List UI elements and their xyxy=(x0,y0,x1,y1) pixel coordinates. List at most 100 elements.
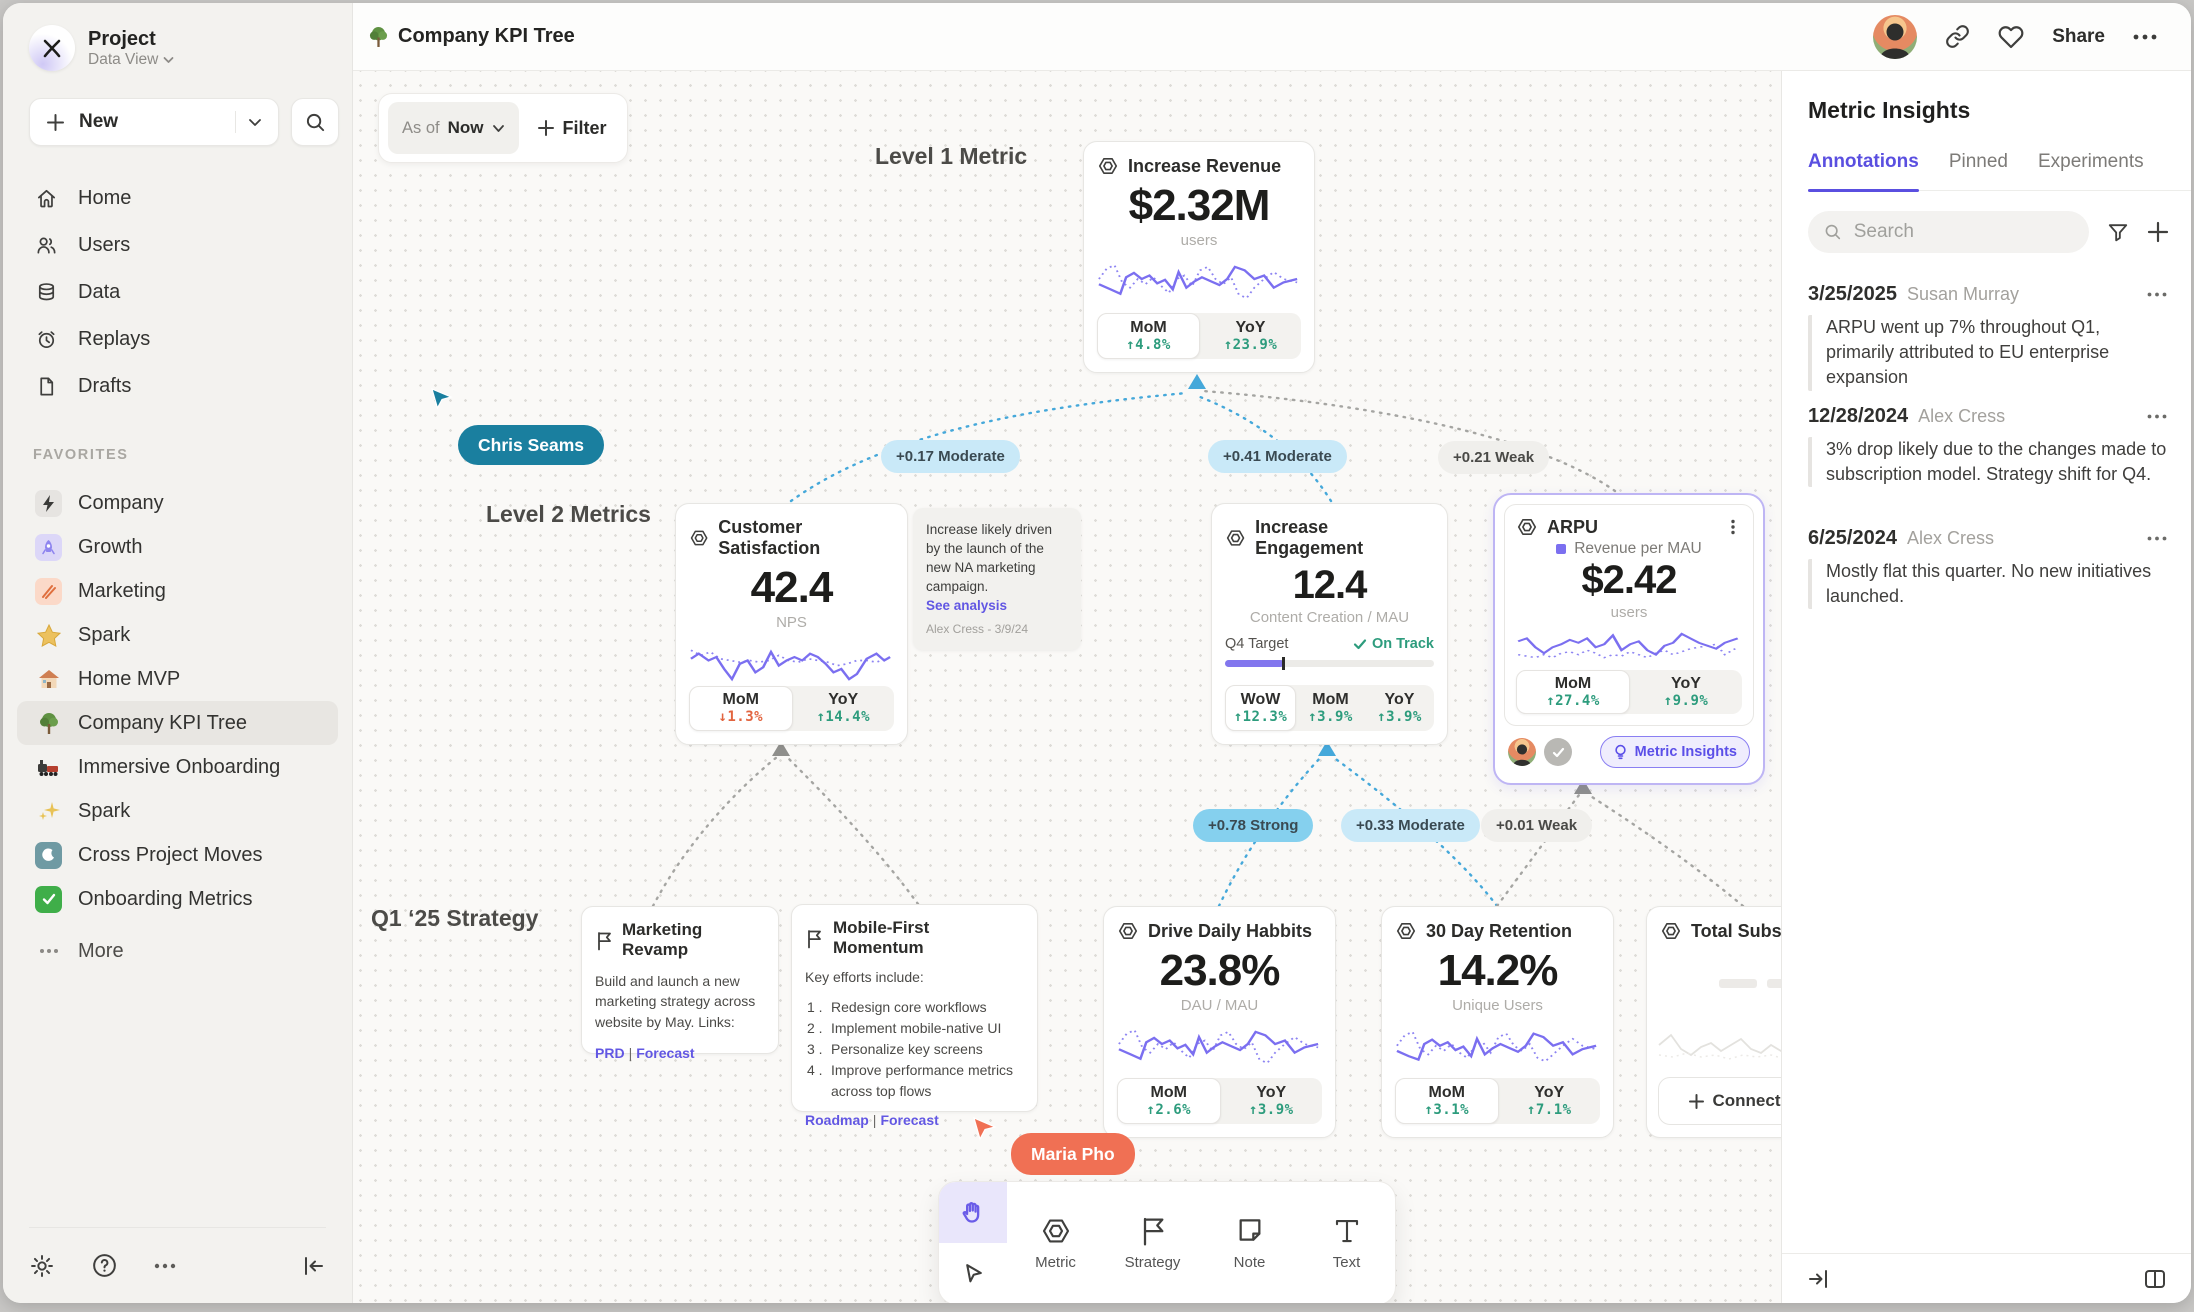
add-filter-button[interactable]: Filter xyxy=(537,118,607,139)
project-switcher[interactable]: Project Data View xyxy=(29,25,174,71)
annotation-item[interactable]: 3/25/2025 Susan Murray ARPU went up 7% t… xyxy=(1808,283,2167,391)
help-icon[interactable] xyxy=(91,1252,118,1279)
edge-label-engagement[interactable]: +0.41 Moderate xyxy=(1208,440,1347,473)
kpi-tree-canvas[interactable]: As of Now Filter Level 1 Metric Level 2 … xyxy=(353,3,1781,1303)
card-value: 14.2% xyxy=(1437,946,1559,995)
user-avatar[interactable] xyxy=(1873,14,1918,59)
sidebar-item-home[interactable]: Home xyxy=(17,175,338,222)
add-annotation-icon[interactable] xyxy=(2147,221,2169,243)
strategy-card-mobile-first[interactable]: Mobile-First Momentum Key efforts includ… xyxy=(791,904,1038,1128)
favorite-company[interactable]: Company xyxy=(17,481,338,525)
favorite-growth[interactable]: Growth xyxy=(17,525,338,569)
stat-yoy[interactable]: YoY ↑14.4% xyxy=(816,691,871,726)
annotation-item[interactable]: 6/25/2024 Alex Cress Mostly flat this qu… xyxy=(1808,527,2167,610)
stat-mom[interactable]: MoM ↑3.9% xyxy=(1308,691,1353,725)
metric-card-retention[interactable]: 30 Day Retention 14.2% Unique Users MoM … xyxy=(1381,906,1614,1138)
sidebar-item-data[interactable]: Data xyxy=(17,269,338,316)
edge-label-retention[interactable]: +0.33 Moderate xyxy=(1341,809,1480,842)
stat-yoy[interactable]: YoY ↑9.9% xyxy=(1663,674,1709,709)
kebab-menu-icon[interactable] xyxy=(1724,518,1742,536)
favorite-immersive-onboarding[interactable]: Immersive Onboarding xyxy=(17,745,338,789)
project-view-selector[interactable]: Data View xyxy=(88,51,174,69)
favorites-list: Company Growth Marketing Spark Home MVP … xyxy=(17,481,338,973)
collapse-sidebar-icon[interactable] xyxy=(302,1255,326,1277)
favorite-marketing[interactable]: Marketing xyxy=(17,569,338,613)
see-analysis-link[interactable]: See analysis xyxy=(926,597,1008,613)
metric-hexagon-icon xyxy=(690,530,708,546)
stat-mom[interactable]: MoM ↑3.1% xyxy=(1395,1078,1499,1124)
metric-card-total-subscriptions[interactable]: Total Subscriptions Connect xyxy=(1646,906,1781,1138)
edge-label-weak-arpu[interactable]: +0.01 Weak xyxy=(1481,809,1593,842)
tool-metric[interactable]: Metric xyxy=(1007,1182,1104,1303)
annotation-date: 3/25/2025 xyxy=(1808,283,1897,305)
forecast-link[interactable]: Forecast xyxy=(880,1112,939,1129)
tab-experiments[interactable]: Experiments xyxy=(2038,151,2144,172)
tool-text[interactable]: Text xyxy=(1298,1182,1395,1303)
tree-icon xyxy=(35,710,62,737)
sidebar-item-users[interactable]: Users xyxy=(17,222,338,269)
collapse-panel-icon[interactable] xyxy=(1806,1268,1830,1290)
stat-mom[interactable]: MoM ↓1.3% xyxy=(689,685,793,731)
edge-label-daily-habits[interactable]: +0.78 Strong xyxy=(1193,809,1314,842)
prd-link[interactable]: PRD xyxy=(595,1044,625,1061)
favorite-heart-icon[interactable] xyxy=(1998,25,2024,49)
chevron-down-icon[interactable] xyxy=(248,118,262,127)
annotation-search[interactable] xyxy=(1808,211,2089,253)
settings-gear-icon[interactable] xyxy=(29,1253,55,1279)
primary-nav: Home Users Data Replays Drafts xyxy=(17,175,338,410)
favorite-company-kpi-tree[interactable]: Company KPI Tree xyxy=(17,701,338,745)
strategy-card-marketing-revamp[interactable]: Marketing Revamp Build and launch a new … xyxy=(581,906,779,1061)
stat-wow[interactable]: WoW ↑12.3% xyxy=(1225,685,1296,731)
stat-yoy[interactable]: YoY ↑3.9% xyxy=(1377,691,1422,725)
forecast-link[interactable]: Forecast xyxy=(636,1044,695,1061)
workspace-logo xyxy=(29,25,75,71)
card-legend: Revenue per MAU xyxy=(1516,540,1742,558)
tool-note[interactable]: Note xyxy=(1201,1182,1298,1303)
select-tool-button[interactable] xyxy=(939,1243,1007,1303)
tool-strategy[interactable]: Strategy xyxy=(1104,1182,1201,1303)
stat-mom[interactable]: MoM ↑4.8% xyxy=(1097,313,1200,359)
edge-label-arpu[interactable]: +0.21 Weak xyxy=(1438,441,1550,474)
favorite-spark[interactable]: Spark xyxy=(17,613,338,657)
stat-yoy[interactable]: YoY ↑7.1% xyxy=(1526,1084,1572,1118)
annotation-menu-icon[interactable] xyxy=(2147,292,2167,297)
annotation-item[interactable]: 12/28/2024 Alex Cress 3% drop likely due… xyxy=(1808,405,2167,488)
as-of-dropdown[interactable]: As of Now xyxy=(388,102,519,154)
more-menu-icon[interactable] xyxy=(2133,34,2157,40)
sidebar-item-replays[interactable]: Replays xyxy=(17,316,338,363)
search-input[interactable] xyxy=(1851,220,2073,244)
edge-label-satisfaction[interactable]: +0.17 Moderate xyxy=(881,440,1020,473)
hand-tool-button[interactable] xyxy=(939,1182,1007,1243)
split-view-icon[interactable] xyxy=(2143,1268,2167,1290)
plus-icon xyxy=(47,113,64,131)
metric-card-customer-satisfaction[interactable]: Customer Satisfaction 42.4 NPS MoM ↓1.3%… xyxy=(675,503,908,745)
roadmap-link[interactable]: Roadmap xyxy=(805,1112,869,1129)
metric-insights-button[interactable]: Metric Insights xyxy=(1599,736,1750,768)
favorite-cross-project-moves[interactable]: Cross Project Moves xyxy=(17,833,338,877)
stat-yoy[interactable]: YoY ↑3.9% xyxy=(1248,1084,1294,1118)
sidebar-more-button[interactable]: More xyxy=(17,929,338,973)
share-button[interactable]: Share xyxy=(2052,25,2105,47)
sidebar-item-drafts[interactable]: Drafts xyxy=(17,363,338,410)
favorite-home-mvp[interactable]: Home MVP xyxy=(17,657,338,701)
tab-annotations[interactable]: Annotations xyxy=(1808,151,1919,192)
annotation-menu-icon[interactable] xyxy=(2147,414,2167,419)
search-button[interactable] xyxy=(291,98,339,146)
stat-mom[interactable]: MoM ↑2.6% xyxy=(1117,1078,1221,1124)
metric-card-increase-revenue[interactable]: Increase Revenue $2.32M users MoM ↑4.8% … xyxy=(1083,141,1315,373)
tab-pinned[interactable]: Pinned xyxy=(1948,151,2008,172)
favorite-spark-2[interactable]: Spark xyxy=(17,789,338,833)
stat-yoy[interactable]: YoY ↑23.9% xyxy=(1223,319,1278,353)
more-options-icon[interactable] xyxy=(154,1263,176,1269)
metric-card-increase-engagement[interactable]: Increase Engagement 12.4 Content Creatio… xyxy=(1211,503,1448,745)
stat-mom[interactable]: MoM ↑27.4% xyxy=(1516,669,1630,714)
filter-funnel-icon[interactable] xyxy=(2107,222,2129,243)
favorite-onboarding-metrics[interactable]: Onboarding Metrics xyxy=(17,877,338,921)
connect-data-button[interactable]: Connect xyxy=(1658,1077,1781,1125)
metric-card-daily-habits[interactable]: Drive Daily Habbits 23.8% DAU / MAU MoM … xyxy=(1103,906,1336,1138)
new-button[interactable]: New xyxy=(29,98,279,146)
analysis-note-card[interactable]: Increase likely driven by the launch of … xyxy=(913,508,1081,650)
copy-link-icon[interactable] xyxy=(1945,24,1970,49)
annotation-menu-icon[interactable] xyxy=(2147,536,2167,541)
metric-card-arpu-selected[interactable]: ARPU Revenue per MAU $2.42 users MoM ↑27… xyxy=(1493,493,1765,785)
